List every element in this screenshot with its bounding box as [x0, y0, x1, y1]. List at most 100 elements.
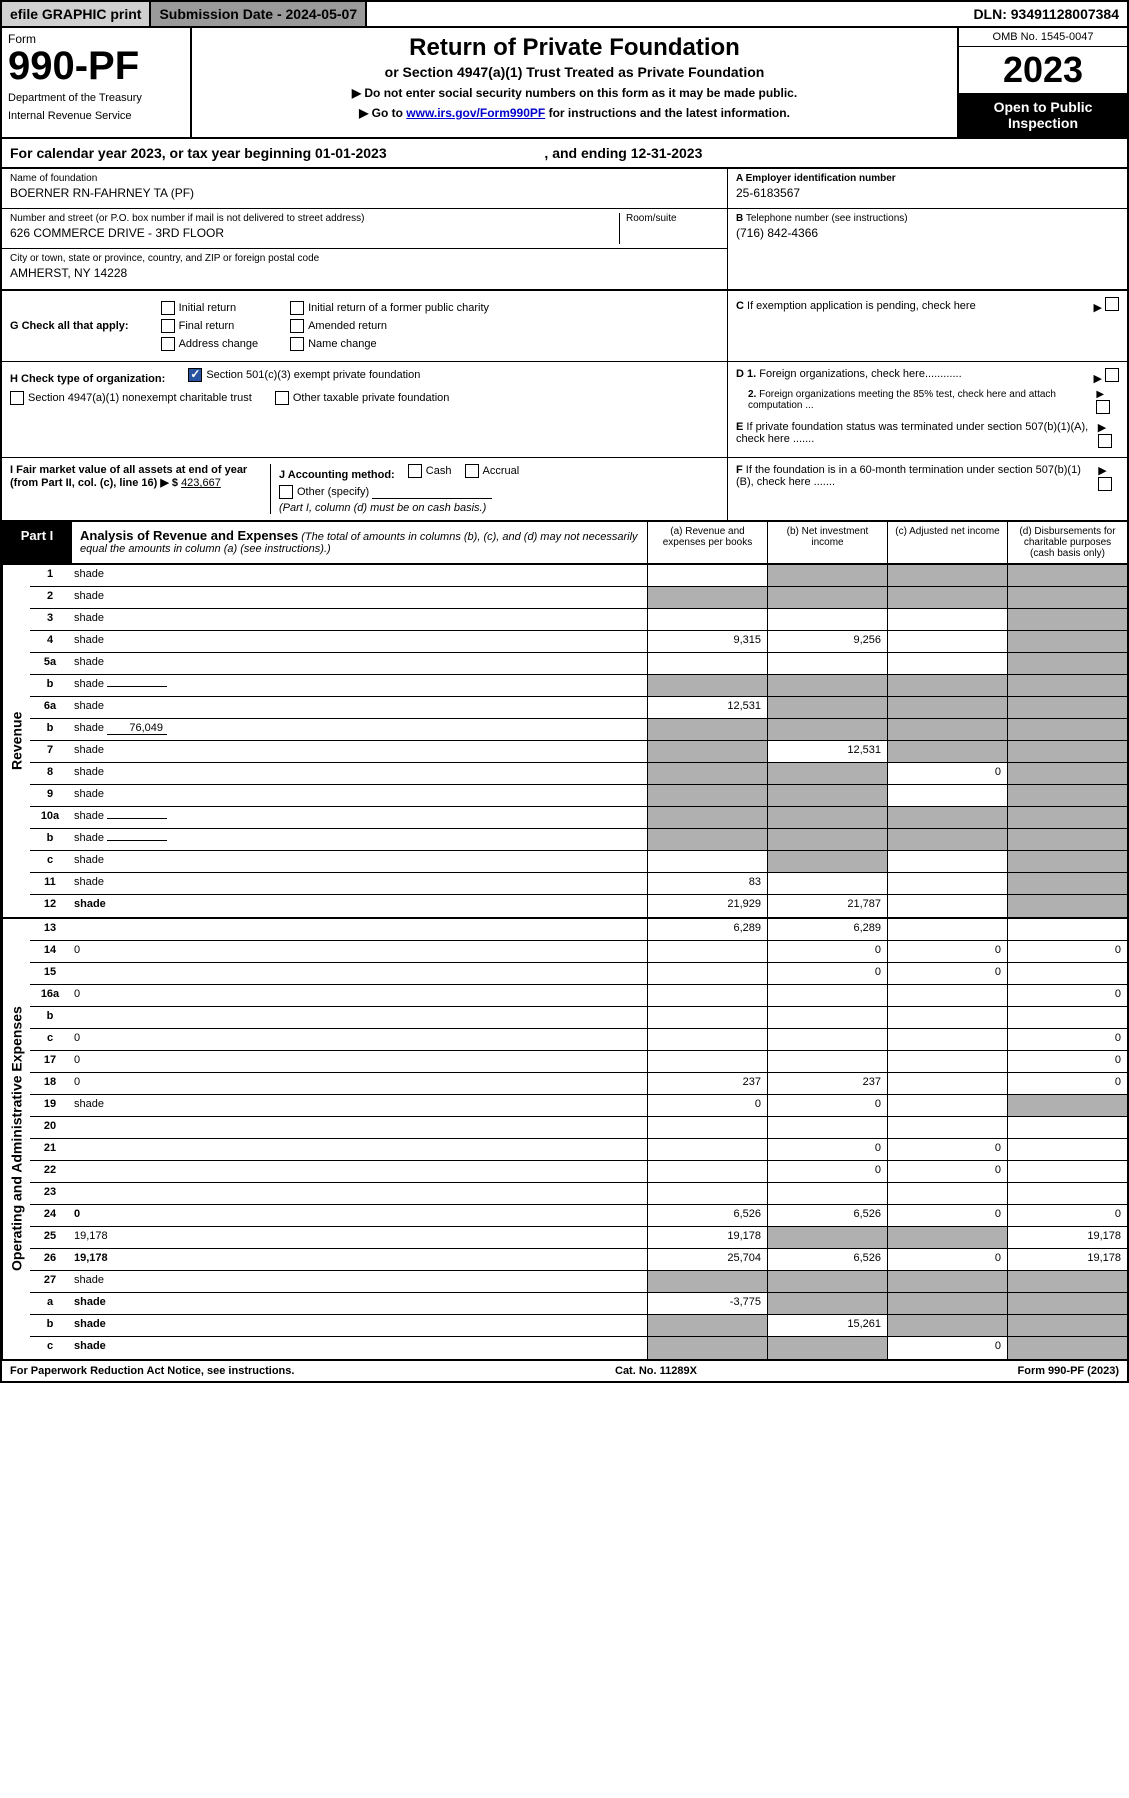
- table-cell: [887, 919, 1007, 940]
- entity-info: Name of foundation BOERNER RN-FAHRNEY TA…: [0, 169, 1129, 291]
- table-cell: 6,289: [767, 919, 887, 940]
- table-cell: [1007, 919, 1127, 940]
- line-number: 12: [30, 895, 70, 917]
- checkbox-accrual[interactable]: [465, 464, 479, 478]
- line-description: shade: [70, 851, 647, 872]
- table-cell: [767, 1117, 887, 1138]
- irs-link[interactable]: www.irs.gov/Form990PF: [406, 106, 545, 120]
- table-cell: [767, 609, 887, 630]
- line-description: 0: [70, 1073, 647, 1094]
- line-number: 10a: [30, 807, 70, 828]
- checkbox-501c3[interactable]: [188, 368, 202, 382]
- line-number: 23: [30, 1183, 70, 1204]
- table-cell: 6,526: [767, 1249, 887, 1270]
- table-cell: 0: [887, 763, 1007, 784]
- table-cell: [1007, 1117, 1127, 1138]
- line-number: 14: [30, 941, 70, 962]
- checkbox-c[interactable]: [1105, 297, 1119, 311]
- table-cell: 0: [767, 1161, 887, 1182]
- checkbox-address-change[interactable]: [161, 337, 175, 351]
- checkbox-initial-return[interactable]: [161, 301, 175, 315]
- checkbox-final-return[interactable]: [161, 319, 175, 333]
- table-cell: [887, 609, 1007, 630]
- line-description: [70, 1007, 647, 1028]
- top-bar: efile GRAPHIC print Submission Date - 20…: [0, 0, 1129, 28]
- line-number: 21: [30, 1139, 70, 1160]
- checkbox-other-taxable[interactable]: [275, 391, 289, 405]
- efile-print-button[interactable]: efile GRAPHIC print: [2, 2, 151, 26]
- table-cell: [647, 1183, 767, 1204]
- checkbox-other-method[interactable]: [279, 485, 293, 499]
- line-number: 19: [30, 1095, 70, 1116]
- calendar-year-row: For calendar year 2023, or tax year begi…: [0, 139, 1129, 169]
- open-public-badge: Open to Public Inspection: [959, 93, 1127, 137]
- checkbox-name-change[interactable]: [290, 337, 304, 351]
- table-cell: [647, 1007, 767, 1028]
- line-description: shade: [70, 829, 647, 850]
- table-row: 4shade9,3159,256: [30, 631, 1127, 653]
- checkbox-4947[interactable]: [10, 391, 24, 405]
- form-note-link: ▶ Go to www.irs.gov/Form990PF for instru…: [202, 106, 947, 120]
- table-cell: [887, 807, 1007, 828]
- table-cell: 0: [767, 963, 887, 984]
- table-cell: [1007, 1139, 1127, 1160]
- table-row: 3shade: [30, 609, 1127, 631]
- table-cell: [1007, 1183, 1127, 1204]
- table-cell: [767, 1337, 887, 1359]
- line-number: 3: [30, 609, 70, 630]
- name-label: Name of foundation: [10, 173, 719, 184]
- table-row: 20: [30, 1117, 1127, 1139]
- checkbox-d1[interactable]: [1105, 368, 1119, 382]
- line-description: shade: [70, 631, 647, 652]
- omb-number: OMB No. 1545-0047: [959, 28, 1127, 47]
- table-cell: [1007, 829, 1127, 850]
- table-cell: 9,256: [767, 631, 887, 652]
- line-description: [70, 1161, 647, 1182]
- line-number: 18: [30, 1073, 70, 1094]
- table-cell: [647, 1315, 767, 1336]
- table-cell: 0: [767, 1139, 887, 1160]
- table-cell: [767, 587, 887, 608]
- table-cell: [647, 1029, 767, 1050]
- table-cell: [647, 565, 767, 586]
- table-cell: [647, 653, 767, 674]
- table-cell: 237: [767, 1073, 887, 1094]
- table-row: 1500: [30, 963, 1127, 985]
- table-cell: [767, 1029, 887, 1050]
- checkbox-f[interactable]: [1098, 477, 1112, 491]
- table-cell: [647, 763, 767, 784]
- table-cell: 0: [1007, 1051, 1127, 1072]
- table-row: 19shade00: [30, 1095, 1127, 1117]
- c-exemption-pending: C If exemption application is pending, c…: [736, 297, 1119, 314]
- col-b-header: (b) Net investment income: [767, 522, 887, 563]
- table-cell: [887, 1117, 1007, 1138]
- line-description: shade: [70, 741, 647, 762]
- col-a-header: (a) Revenue and expenses per books: [647, 522, 767, 563]
- table-cell: [647, 1117, 767, 1138]
- table-row: b: [30, 1007, 1127, 1029]
- checkbox-d2[interactable]: [1096, 400, 1110, 414]
- table-row: bshade15,261: [30, 1315, 1127, 1337]
- table-cell: 0: [887, 1337, 1007, 1359]
- table-cell: [1007, 609, 1127, 630]
- line-number: 20: [30, 1117, 70, 1138]
- table-cell: [1007, 1315, 1127, 1336]
- table-cell: 0: [767, 941, 887, 962]
- page-footer: For Paperwork Reduction Act Notice, see …: [0, 1361, 1129, 1383]
- table-row: 1802372370: [30, 1073, 1127, 1095]
- table-cell: [1007, 785, 1127, 806]
- line-number: 27: [30, 1271, 70, 1292]
- table-cell: [767, 653, 887, 674]
- table-row: 140000: [30, 941, 1127, 963]
- table-cell: [767, 1051, 887, 1072]
- g-label: G Check all that apply:: [10, 320, 129, 332]
- checkbox-e[interactable]: [1098, 434, 1112, 448]
- table-cell: -3,775: [647, 1293, 767, 1314]
- line-description: shade: [70, 895, 647, 917]
- revenue-table: 1shade2shade3shade4shade9,3159,2565ashad…: [30, 565, 1127, 917]
- table-cell: [767, 719, 887, 740]
- checkbox-initial-former[interactable]: [290, 301, 304, 315]
- checkbox-cash[interactable]: [408, 464, 422, 478]
- line-number: 8: [30, 763, 70, 784]
- checkbox-amended-return[interactable]: [290, 319, 304, 333]
